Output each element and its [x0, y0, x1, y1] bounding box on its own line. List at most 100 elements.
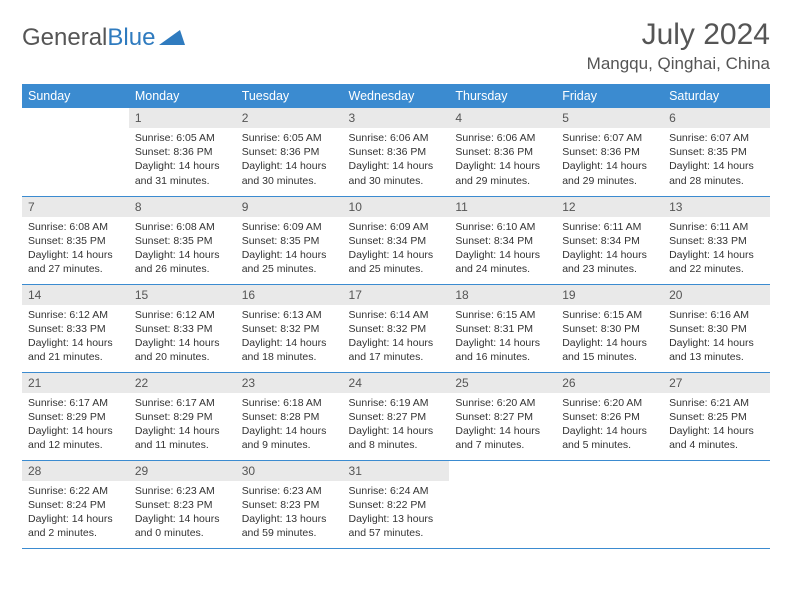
calendar-cell: .. [663, 460, 770, 548]
calendar-cell: 1Sunrise: 6:05 AMSunset: 8:36 PMDaylight… [129, 108, 236, 196]
day-details: Sunrise: 6:21 AMSunset: 8:25 PMDaylight:… [663, 393, 770, 458]
day-details: Sunrise: 6:06 AMSunset: 8:36 PMDaylight:… [343, 128, 450, 193]
day-details: Sunrise: 6:15 AMSunset: 8:30 PMDaylight:… [556, 305, 663, 370]
day-number: 17 [343, 285, 450, 305]
day-number: 27 [663, 373, 770, 393]
day-details: Sunrise: 6:16 AMSunset: 8:30 PMDaylight:… [663, 305, 770, 370]
calendar-cell: 29Sunrise: 6:23 AMSunset: 8:23 PMDayligh… [129, 460, 236, 548]
brand-word1: General [22, 24, 107, 52]
day-number: 21 [22, 373, 129, 393]
calendar-cell: 15Sunrise: 6:12 AMSunset: 8:33 PMDayligh… [129, 284, 236, 372]
calendar-cell: 27Sunrise: 6:21 AMSunset: 8:25 PMDayligh… [663, 372, 770, 460]
day-details: Sunrise: 6:19 AMSunset: 8:27 PMDaylight:… [343, 393, 450, 458]
day-details: Sunrise: 6:07 AMSunset: 8:36 PMDaylight:… [556, 128, 663, 193]
day-details: Sunrise: 6:13 AMSunset: 8:32 PMDaylight:… [236, 305, 343, 370]
calendar-cell: 11Sunrise: 6:10 AMSunset: 8:34 PMDayligh… [449, 196, 556, 284]
day-number: 20 [663, 285, 770, 305]
calendar-cell: .. [449, 460, 556, 548]
calendar-row: 7Sunrise: 6:08 AMSunset: 8:35 PMDaylight… [22, 196, 770, 284]
month-title: July 2024 [587, 18, 770, 52]
calendar-cell: 5Sunrise: 6:07 AMSunset: 8:36 PMDaylight… [556, 108, 663, 196]
calendar-cell: 12Sunrise: 6:11 AMSunset: 8:34 PMDayligh… [556, 196, 663, 284]
calendar-cell: 3Sunrise: 6:06 AMSunset: 8:36 PMDaylight… [343, 108, 450, 196]
day-details: Sunrise: 6:06 AMSunset: 8:36 PMDaylight:… [449, 128, 556, 193]
weekday-header-row: SundayMondayTuesdayWednesdayThursdayFrid… [22, 84, 770, 108]
day-details: Sunrise: 6:23 AMSunset: 8:23 PMDaylight:… [236, 481, 343, 546]
day-details: Sunrise: 6:12 AMSunset: 8:33 PMDaylight:… [22, 305, 129, 370]
brand-logo: GeneralBlue [22, 18, 185, 52]
calendar-cell: .. [556, 460, 663, 548]
calendar-cell: 20Sunrise: 6:16 AMSunset: 8:30 PMDayligh… [663, 284, 770, 372]
day-number: 8 [129, 197, 236, 217]
calendar-cell: 16Sunrise: 6:13 AMSunset: 8:32 PMDayligh… [236, 284, 343, 372]
day-number: 28 [22, 461, 129, 481]
calendar-body: ..1Sunrise: 6:05 AMSunset: 8:36 PMDaylig… [22, 108, 770, 548]
weekday-header: Tuesday [236, 84, 343, 108]
day-details: Sunrise: 6:05 AMSunset: 8:36 PMDaylight:… [129, 128, 236, 193]
day-details: Sunrise: 6:24 AMSunset: 8:22 PMDaylight:… [343, 481, 450, 546]
location: Mangqu, Qinghai, China [587, 54, 770, 74]
calendar-cell: 13Sunrise: 6:11 AMSunset: 8:33 PMDayligh… [663, 196, 770, 284]
day-details: Sunrise: 6:15 AMSunset: 8:31 PMDaylight:… [449, 305, 556, 370]
calendar-cell: 31Sunrise: 6:24 AMSunset: 8:22 PMDayligh… [343, 460, 450, 548]
calendar-row: 21Sunrise: 6:17 AMSunset: 8:29 PMDayligh… [22, 372, 770, 460]
calendar-cell: 2Sunrise: 6:05 AMSunset: 8:36 PMDaylight… [236, 108, 343, 196]
weekday-header: Sunday [22, 84, 129, 108]
day-number: 11 [449, 197, 556, 217]
calendar-cell: 8Sunrise: 6:08 AMSunset: 8:35 PMDaylight… [129, 196, 236, 284]
calendar-cell: 10Sunrise: 6:09 AMSunset: 8:34 PMDayligh… [343, 196, 450, 284]
calendar-cell: 17Sunrise: 6:14 AMSunset: 8:32 PMDayligh… [343, 284, 450, 372]
calendar-cell: 19Sunrise: 6:15 AMSunset: 8:30 PMDayligh… [556, 284, 663, 372]
calendar-table: SundayMondayTuesdayWednesdayThursdayFrid… [22, 84, 770, 549]
weekday-header: Saturday [663, 84, 770, 108]
calendar-row: 28Sunrise: 6:22 AMSunset: 8:24 PMDayligh… [22, 460, 770, 548]
calendar-cell: 22Sunrise: 6:17 AMSunset: 8:29 PMDayligh… [129, 372, 236, 460]
calendar-cell: 9Sunrise: 6:09 AMSunset: 8:35 PMDaylight… [236, 196, 343, 284]
day-number: 15 [129, 285, 236, 305]
day-number: 4 [449, 108, 556, 128]
day-number: 31 [343, 461, 450, 481]
calendar-cell: 30Sunrise: 6:23 AMSunset: 8:23 PMDayligh… [236, 460, 343, 548]
weekday-header: Friday [556, 84, 663, 108]
header: GeneralBlue July 2024 Mangqu, Qinghai, C… [22, 18, 770, 74]
day-number: 3 [343, 108, 450, 128]
day-details: Sunrise: 6:12 AMSunset: 8:33 PMDaylight:… [129, 305, 236, 370]
day-details: Sunrise: 6:23 AMSunset: 8:23 PMDaylight:… [129, 481, 236, 546]
day-details: Sunrise: 6:08 AMSunset: 8:35 PMDaylight:… [129, 217, 236, 282]
calendar-cell: 4Sunrise: 6:06 AMSunset: 8:36 PMDaylight… [449, 108, 556, 196]
day-number: 12 [556, 197, 663, 217]
calendar-cell: .. [22, 108, 129, 196]
day-number: 18 [449, 285, 556, 305]
calendar-cell: 24Sunrise: 6:19 AMSunset: 8:27 PMDayligh… [343, 372, 450, 460]
weekday-header: Wednesday [343, 84, 450, 108]
brand-word2: Blue [107, 24, 155, 52]
calendar-cell: 6Sunrise: 6:07 AMSunset: 8:35 PMDaylight… [663, 108, 770, 196]
day-number: 24 [343, 373, 450, 393]
day-number: 13 [663, 197, 770, 217]
day-number: 9 [236, 197, 343, 217]
day-details: Sunrise: 6:22 AMSunset: 8:24 PMDaylight:… [22, 481, 129, 546]
calendar-cell: 25Sunrise: 6:20 AMSunset: 8:27 PMDayligh… [449, 372, 556, 460]
day-number: 29 [129, 461, 236, 481]
day-number: 30 [236, 461, 343, 481]
day-details: Sunrise: 6:09 AMSunset: 8:34 PMDaylight:… [343, 217, 450, 282]
day-details: Sunrise: 6:11 AMSunset: 8:34 PMDaylight:… [556, 217, 663, 282]
day-details: Sunrise: 6:09 AMSunset: 8:35 PMDaylight:… [236, 217, 343, 282]
calendar-cell: 18Sunrise: 6:15 AMSunset: 8:31 PMDayligh… [449, 284, 556, 372]
calendar-cell: 21Sunrise: 6:17 AMSunset: 8:29 PMDayligh… [22, 372, 129, 460]
calendar-cell: 23Sunrise: 6:18 AMSunset: 8:28 PMDayligh… [236, 372, 343, 460]
day-number: 10 [343, 197, 450, 217]
calendar-row: ..1Sunrise: 6:05 AMSunset: 8:36 PMDaylig… [22, 108, 770, 196]
day-details: Sunrise: 6:18 AMSunset: 8:28 PMDaylight:… [236, 393, 343, 458]
day-details: Sunrise: 6:17 AMSunset: 8:29 PMDaylight:… [22, 393, 129, 458]
day-number: 6 [663, 108, 770, 128]
weekday-header: Thursday [449, 84, 556, 108]
day-number: 19 [556, 285, 663, 305]
day-details: Sunrise: 6:05 AMSunset: 8:36 PMDaylight:… [236, 128, 343, 193]
day-number: 5 [556, 108, 663, 128]
day-details: Sunrise: 6:20 AMSunset: 8:26 PMDaylight:… [556, 393, 663, 458]
calendar-row: 14Sunrise: 6:12 AMSunset: 8:33 PMDayligh… [22, 284, 770, 372]
title-block: July 2024 Mangqu, Qinghai, China [587, 18, 770, 74]
calendar-cell: 28Sunrise: 6:22 AMSunset: 8:24 PMDayligh… [22, 460, 129, 548]
day-details: Sunrise: 6:17 AMSunset: 8:29 PMDaylight:… [129, 393, 236, 458]
